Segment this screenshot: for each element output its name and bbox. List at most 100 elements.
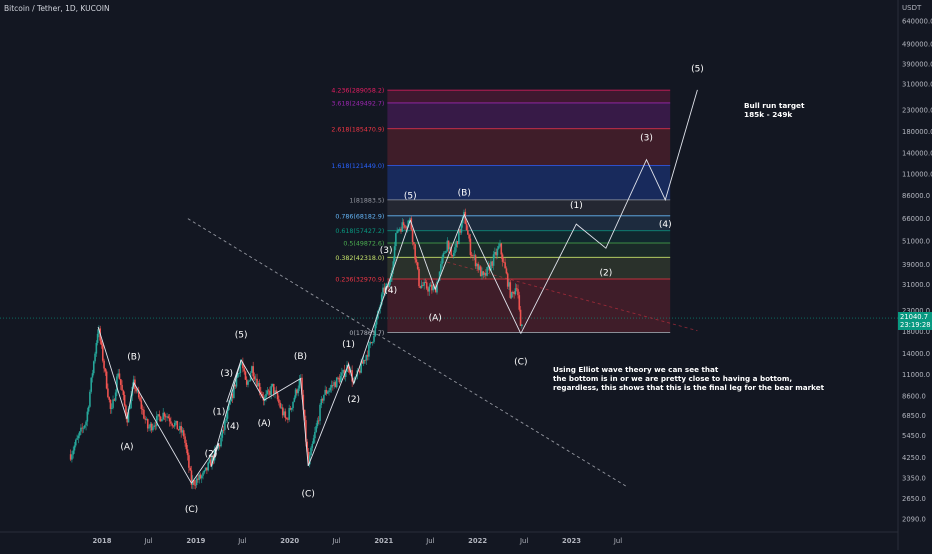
candle bbox=[501, 254, 504, 262]
candle bbox=[103, 360, 105, 369]
candle bbox=[275, 390, 278, 394]
candle bbox=[233, 384, 235, 398]
trendline-descending-dashed bbox=[187, 218, 627, 487]
note-line-1: Using Elliot wave theory we can see that bbox=[553, 365, 719, 374]
candle bbox=[184, 436, 186, 443]
candle bbox=[239, 363, 242, 373]
candle bbox=[217, 445, 220, 448]
wave-label: (C) bbox=[302, 490, 315, 500]
candle bbox=[208, 459, 211, 463]
trendline-resistance-dashed bbox=[447, 261, 698, 332]
candle bbox=[263, 397, 266, 401]
x-tick-label: Jul bbox=[331, 537, 340, 545]
candle bbox=[224, 420, 226, 430]
candle bbox=[446, 240, 449, 251]
candle bbox=[235, 377, 238, 387]
candle bbox=[126, 416, 128, 423]
candle bbox=[98, 328, 100, 334]
candle bbox=[416, 262, 419, 269]
candle bbox=[240, 362, 243, 364]
candle bbox=[163, 412, 166, 417]
candle bbox=[177, 429, 180, 431]
candle bbox=[203, 470, 206, 473]
candle bbox=[504, 262, 506, 269]
candle bbox=[130, 395, 132, 409]
fib-level-label: 0.786(68182.9) bbox=[335, 213, 384, 220]
candle bbox=[266, 390, 269, 395]
candle bbox=[470, 255, 473, 256]
wave-label: (C) bbox=[185, 505, 198, 515]
candle bbox=[96, 333, 99, 343]
candle bbox=[112, 399, 114, 408]
candle bbox=[414, 244, 416, 260]
candle bbox=[314, 431, 316, 439]
candle bbox=[496, 248, 499, 256]
candle bbox=[369, 342, 371, 345]
x-tick-label: 2020 bbox=[280, 537, 299, 545]
candle bbox=[269, 391, 271, 395]
candle bbox=[328, 390, 330, 393]
candle bbox=[244, 371, 247, 380]
fib-level-label: 3.618(249492.7) bbox=[331, 100, 384, 107]
candle bbox=[198, 474, 200, 480]
candle bbox=[280, 407, 283, 409]
candle bbox=[398, 228, 401, 230]
candle bbox=[371, 341, 374, 343]
candle bbox=[193, 480, 195, 485]
candle bbox=[445, 250, 447, 253]
candle bbox=[182, 430, 185, 437]
candle bbox=[396, 231, 398, 234]
candle bbox=[382, 287, 384, 295]
candle bbox=[303, 409, 306, 421]
candle bbox=[334, 382, 337, 388]
candle bbox=[71, 454, 73, 460]
wave-labels: (B) (A) (C) (1) (2) (3) (4) (5) (A) (B) (C) (1) (2) (… bbox=[120, 65, 703, 515]
note-line-3: regardless, this shows that this is the … bbox=[553, 383, 825, 392]
candle bbox=[229, 401, 231, 405]
candle bbox=[509, 282, 512, 298]
candle bbox=[139, 397, 141, 401]
candle bbox=[125, 405, 127, 417]
wave-label: (4) bbox=[384, 286, 397, 296]
fib-level-label: 4.236(289058.2) bbox=[331, 88, 384, 95]
candle bbox=[90, 377, 93, 392]
candle bbox=[144, 418, 146, 420]
candle bbox=[170, 421, 172, 424]
candle bbox=[222, 429, 225, 431]
candle bbox=[301, 377, 303, 395]
candle bbox=[429, 284, 432, 287]
y-tick-label: 4250.0 bbox=[902, 454, 926, 462]
candle bbox=[503, 261, 505, 263]
y-tick-label: 51000.0 bbox=[902, 238, 930, 246]
candle bbox=[168, 418, 171, 422]
candle bbox=[374, 324, 377, 336]
candle bbox=[400, 228, 402, 232]
candle bbox=[419, 286, 422, 288]
y-tick-label: 5450.0 bbox=[902, 432, 926, 440]
candle bbox=[173, 422, 176, 427]
candle bbox=[161, 419, 163, 422]
candle bbox=[308, 455, 311, 465]
y-tick-label: 66000.0 bbox=[902, 215, 930, 223]
candle bbox=[506, 273, 509, 287]
candle bbox=[364, 359, 366, 361]
candle bbox=[118, 373, 121, 380]
candle bbox=[72, 450, 75, 455]
candle bbox=[158, 414, 161, 417]
candle bbox=[157, 414, 159, 416]
wave-label: (A) bbox=[120, 443, 133, 453]
candle bbox=[236, 373, 239, 378]
candle bbox=[388, 281, 391, 288]
candle bbox=[260, 391, 262, 394]
candle bbox=[405, 227, 407, 229]
candle bbox=[114, 392, 117, 401]
candle bbox=[432, 286, 434, 291]
candle bbox=[289, 408, 292, 410]
wave-path-correction-2018 bbox=[97, 326, 192, 484]
y-tick-label: 390000.0 bbox=[902, 61, 932, 69]
candle bbox=[230, 393, 233, 402]
candle bbox=[413, 242, 415, 245]
x-tick-label: Jul bbox=[613, 537, 622, 545]
